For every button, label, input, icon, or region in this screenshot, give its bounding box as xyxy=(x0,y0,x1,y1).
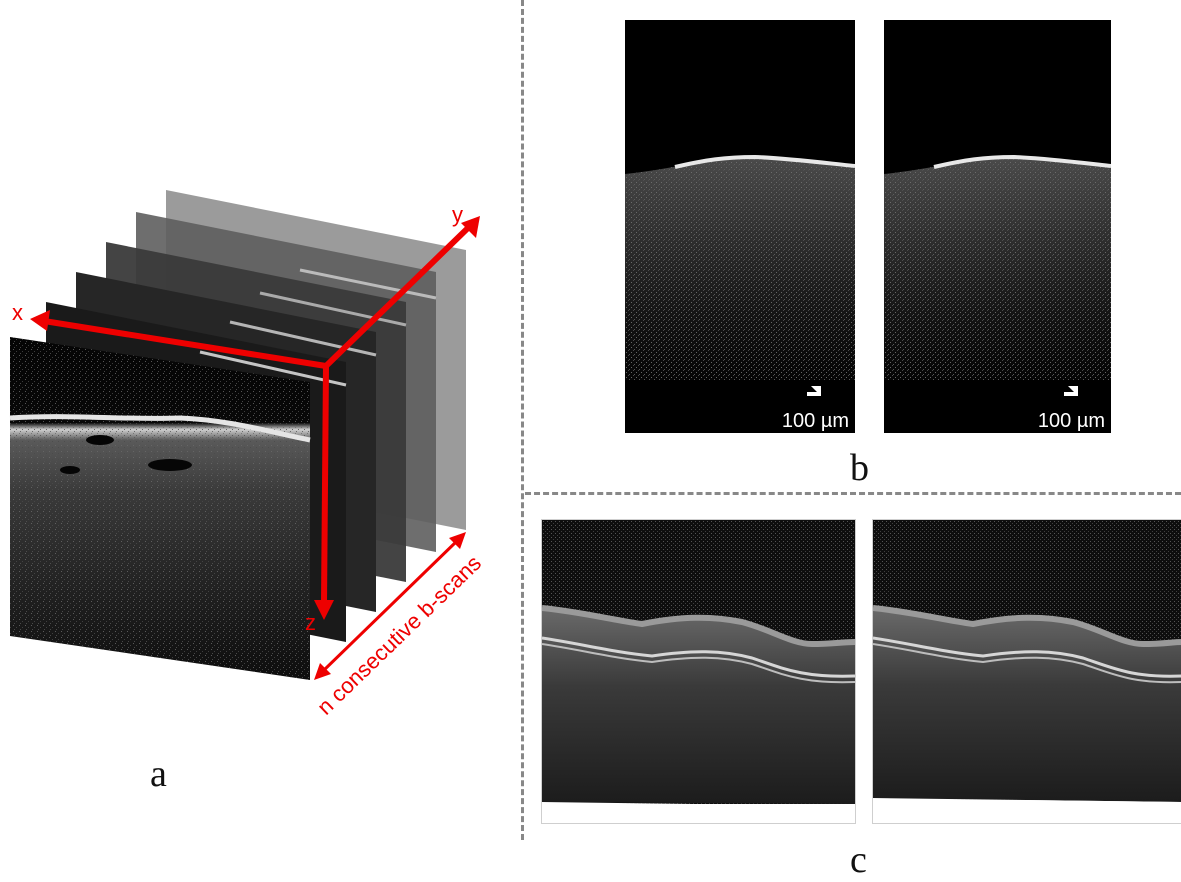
bscan-slice-front xyxy=(9,337,311,680)
scale-bar-icon xyxy=(807,386,821,396)
z-axis-label: z xyxy=(305,610,316,635)
scale-bar-label-right: 100 µm xyxy=(1037,410,1105,432)
x-axis-label: x xyxy=(12,300,23,325)
bscan-stack-diagram: x y z n consecutive b-scans xyxy=(9,190,486,720)
panel-b-scan-right: 100 µm xyxy=(884,20,1111,433)
vertical-divider xyxy=(521,0,524,840)
z-arrowhead xyxy=(314,600,334,620)
panel-c-label: c xyxy=(850,839,867,881)
axis-arrows xyxy=(30,216,480,680)
panel-b-scan-right-image xyxy=(884,154,1111,396)
panel-b-scan-left-image xyxy=(625,154,855,396)
panel-c-scan-right-image xyxy=(873,520,1181,823)
panel-b-scan-left: 100 µm xyxy=(625,20,855,433)
panel-c-scan-left-image xyxy=(542,520,855,823)
panel-c-scan-right xyxy=(872,519,1181,824)
panel-a-label: a xyxy=(150,753,167,795)
panel-b-label: b xyxy=(850,447,869,489)
x-arrowhead xyxy=(30,310,50,331)
y-arrowhead xyxy=(461,216,480,238)
y-axis-label: y xyxy=(452,202,463,227)
scale-bar-icon xyxy=(1064,386,1078,396)
scale-bar-label-left: 100 µm xyxy=(781,410,849,432)
panel-c-scan-left xyxy=(541,519,856,824)
horizontal-divider xyxy=(525,492,1181,495)
